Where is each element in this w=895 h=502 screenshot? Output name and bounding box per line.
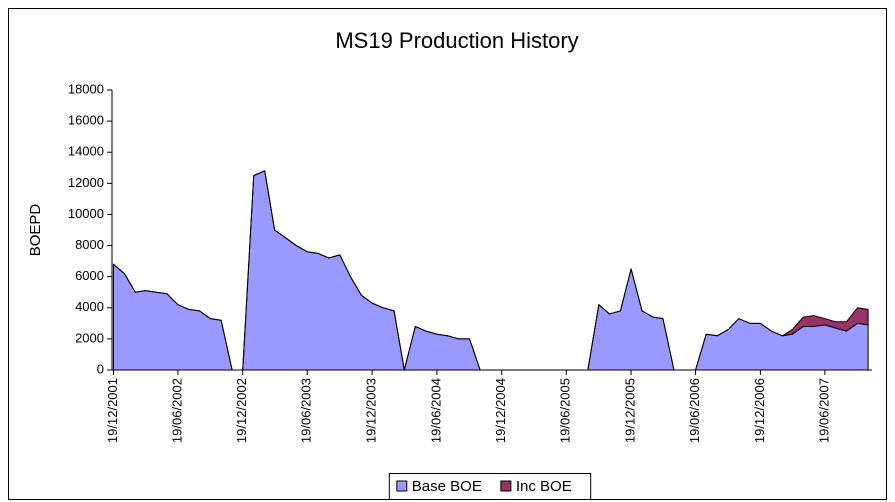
legend-swatch (500, 480, 512, 492)
x-tick-label: 19/06/2005 (558, 378, 573, 443)
x-tick-label: 19/12/2001 (105, 378, 120, 443)
x-tick-label: 19/06/2007 (816, 378, 831, 443)
legend-label: Inc BOE (516, 478, 572, 495)
y-tick-label: 18000 (68, 81, 104, 96)
x-tick-label: 19/06/2002 (169, 378, 184, 443)
chart-title: MS19 Production History (335, 28, 578, 53)
y-tick-label: 16000 (68, 113, 104, 128)
x-tick-label: 19/12/2006 (752, 378, 767, 443)
x-tick-label: 19/06/2006 (687, 378, 702, 443)
legend: Base BOE Inc BOE (388, 473, 592, 500)
x-tick-label: 19/06/2004 (428, 378, 443, 443)
y-axis-label: BOEPD (27, 204, 44, 257)
y-tick-label: 10000 (68, 206, 104, 221)
y-tick-label: 0 (97, 361, 104, 376)
legend-box (388, 473, 592, 500)
y-tick-label: 12000 (68, 175, 104, 190)
x-tick-label: 19/12/2004 (493, 378, 508, 443)
y-tick-label: 2000 (75, 330, 104, 345)
legend-label: Base BOE (412, 478, 482, 495)
x-tick-label: 19/06/2003 (299, 378, 314, 443)
legend-swatch (396, 480, 408, 492)
chart-border (8, 8, 887, 500)
x-tick-label: 19/12/2003 (364, 378, 379, 443)
y-tick-label: 8000 (75, 237, 104, 252)
y-tick-label: 6000 (75, 268, 104, 283)
y-tick-label: 4000 (75, 299, 104, 314)
area-series (112, 170, 869, 371)
y-tick-label: 14000 (68, 144, 104, 159)
x-tick-label: 19/12/2005 (623, 378, 638, 443)
x-tick-label: 19/12/2002 (234, 378, 249, 443)
